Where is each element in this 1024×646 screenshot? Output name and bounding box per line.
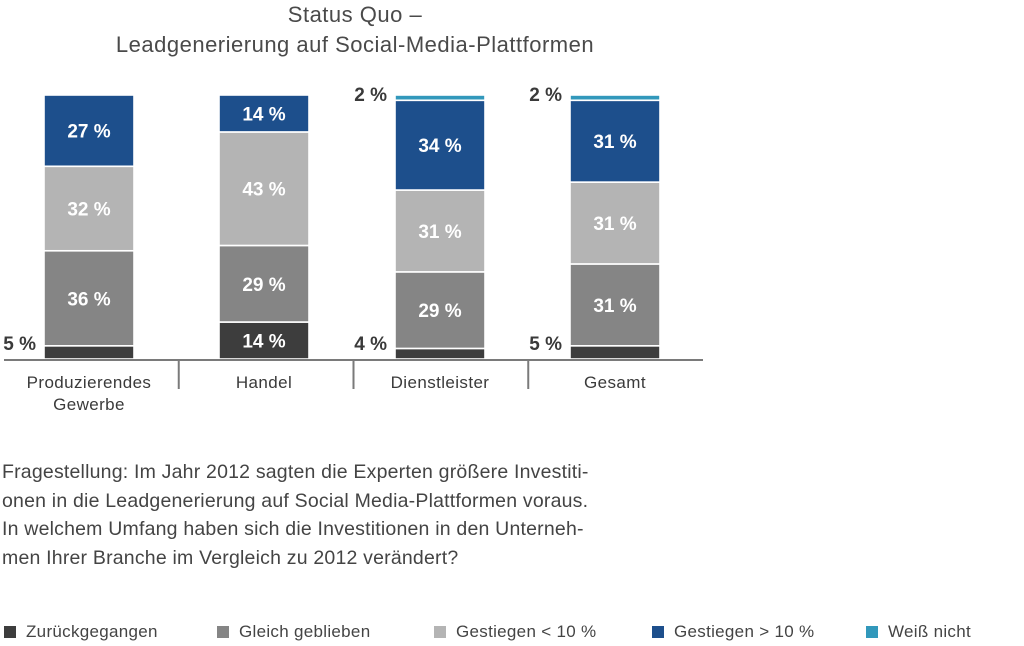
question-line-4: men Ihrer Branche im Vergleich zu 2012 v… [2,546,459,569]
question-line-2: onen in die Leadgenerierung auf Social M… [2,489,589,512]
bar-dienstleister-gestiegen-10 [394,99,486,191]
x-tick-label-gesamt: Gesamt [584,373,646,392]
data-label-dienstleister-gestiegen-10: 34 % [418,136,461,157]
legend-label: Weiß nicht [888,622,971,641]
bar-gesamt-gleich-geblieben [569,263,661,347]
question-text: Fragestellung: Im Jahr 2012 sagten die E… [2,458,742,572]
question-line-3: In welchem Umfang haben sich die Investi… [2,518,584,540]
data-label-gesamt-weiß-nicht: 2 % [529,85,562,106]
legend-item-zurückgegangen: Zurückgegangen [4,622,158,642]
bar-gesamt-gestiegen-10 [569,99,661,183]
bar-dienstleister-gestiegen-10 [394,189,486,273]
data-label-handel-gleich-geblieben: 29 % [242,275,285,296]
data-label-produzierendes-gewerbe-zurückgegangen: 5 % [3,334,36,355]
chart-legend: Zurückgegangen Gleich geblieben Gestiegen … [4,622,1019,644]
legend-label: Zurückgegangen [26,622,158,641]
bar-dienstleister-zurückgegangen [394,347,486,360]
data-label-gesamt-gleich-geblieben: 31 % [593,296,636,317]
data-label-gesamt-zurückgegangen: 5 % [529,334,562,355]
legend-swatch [4,626,16,638]
bar-produzierendes-gewerbe-gestiegen-10 [43,165,135,252]
legend-item-gestiegen-10: Gestiegen < 10 % [434,622,596,642]
chart-title-line-2: Leadgenerierung auf Social-Media-Plattfo… [115,32,595,57]
legend-swatch [434,626,446,638]
bar-handel-gleich-geblieben [218,244,310,323]
data-label-handel-gestiegen-10: 43 % [242,180,285,201]
bar-gesamt-weiß-nicht [569,94,661,102]
data-label-produzierendes-gewerbe-gestiegen-10: 32 % [67,200,110,221]
bar-dienstleister-gleich-geblieben [394,271,486,350]
legend-swatch [866,626,878,638]
data-label-dienstleister-zurückgegangen: 4 % [354,334,387,355]
x-tick-label-dienstleister: Dienstleister [391,373,490,392]
bar-handel-gestiegen-10 [218,131,310,247]
data-label-dienstleister-weiß-nicht: 2 % [354,85,387,106]
x-tick-label-produzierendes-gewerbe: Produzierendes [27,373,152,392]
legend-swatch [652,626,664,638]
data-label-handel-zurückgegangen: 14 % [242,332,285,353]
bar-dienstleister-weiß-nicht [394,94,486,102]
legend-swatch [217,626,229,638]
data-label-handel-gestiegen-10: 14 % [242,104,285,125]
legend-label: Gestiegen > 10 % [674,622,815,641]
bar-gesamt-zurückgegangen [569,344,661,360]
data-label-dienstleister-gestiegen-10: 31 % [418,222,461,243]
legend-label: Gleich geblieben [239,622,371,641]
chart-title-line-1: Status Quo – [287,2,423,27]
bar-handel-gestiegen-10 [218,94,310,133]
x-tick-label-handel: Handel [236,373,292,392]
legend-item-gleich-geblieben: Gleich geblieben [217,622,370,642]
chart-plot: 5 % 36 % 32 % 27 % 14 % 29 % 43 % 14 % 4 % 29 % 31… [3,85,703,414]
legend-label: Gestiegen < 10 % [456,622,597,641]
x-tick-label-produzierendes-gewerbe: Gewerbe [53,395,125,414]
data-label-gesamt-gestiegen-10: 31 % [593,132,636,153]
data-label-dienstleister-gleich-geblieben: 29 % [418,301,461,322]
bar-produzierendes-gewerbe-gleich-geblieben [43,249,135,347]
data-label-produzierendes-gewerbe-gestiegen-10: 27 % [67,122,110,143]
bar-produzierendes-gewerbe-zurückgegangen [43,344,135,360]
legend-item-gestiegen-10: Gestiegen > 10 % [652,622,814,642]
chart: Status Quo – Leadgenerierung auf Social-… [3,2,703,414]
legend-item-weiß-nicht: Weiß nicht [866,622,971,642]
data-label-produzierendes-gewerbe-gleich-geblieben: 36 % [67,289,110,310]
question-line-1: Fragestellung: Im Jahr 2012 sagten die E… [2,461,589,483]
data-label-gesamt-gestiegen-10: 31 % [593,214,636,235]
bar-produzierendes-gewerbe-gestiegen-10 [43,94,135,168]
